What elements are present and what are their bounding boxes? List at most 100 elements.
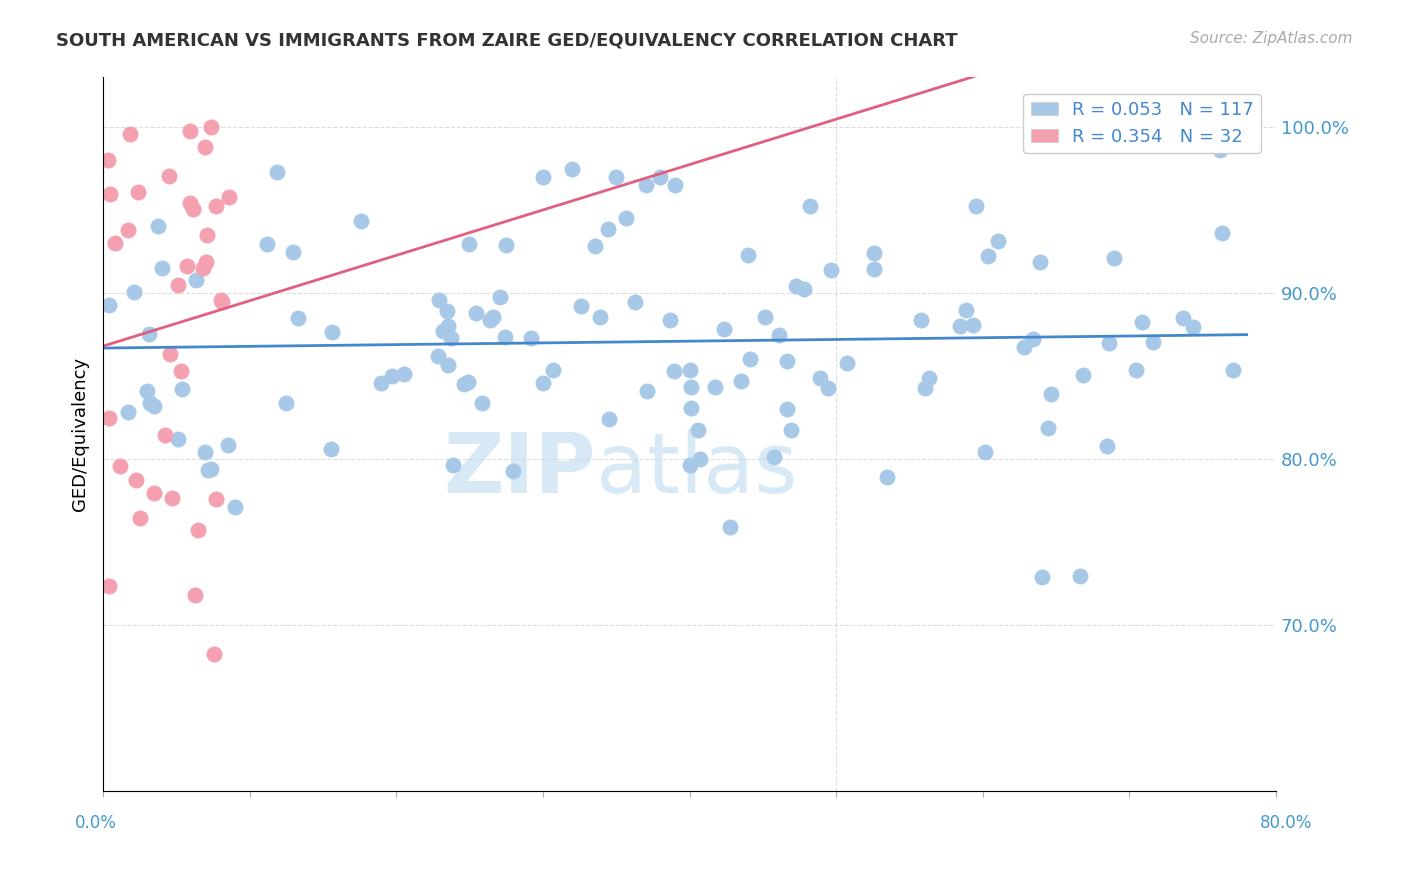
Point	[129, 511, 152, 525]
Point	[143, 486, 166, 500]
Point	[176, 259, 198, 273]
Point	[117, 405, 139, 419]
Point	[762, 450, 785, 464]
Point	[737, 248, 759, 262]
Point	[624, 294, 647, 309]
Text: 80.0%: 80.0%	[1260, 814, 1313, 831]
Point	[1097, 439, 1119, 453]
Point	[153, 427, 176, 442]
Point	[319, 442, 342, 456]
Point	[740, 351, 762, 366]
Point	[1209, 144, 1232, 158]
Point	[1036, 421, 1059, 435]
Point	[127, 185, 149, 199]
Point	[678, 363, 700, 377]
Point	[392, 367, 415, 381]
Point	[118, 128, 141, 142]
Y-axis label: GED/Equivalency: GED/Equivalency	[72, 357, 89, 511]
Point	[437, 318, 460, 333]
Point	[96, 153, 118, 168]
Text: atlas: atlas	[596, 429, 797, 510]
Point	[1182, 319, 1205, 334]
Point	[914, 381, 936, 395]
Text: 0.0%: 0.0%	[75, 814, 117, 831]
Point	[426, 349, 449, 363]
Legend: R = 0.053   N = 117, R = 0.354   N = 32: R = 0.053 N = 117, R = 0.354 N = 32	[1024, 94, 1261, 153]
Point	[659, 313, 682, 327]
Point	[150, 261, 173, 276]
Point	[287, 311, 309, 326]
Point	[1021, 332, 1043, 346]
Point	[218, 189, 240, 203]
Point	[471, 396, 494, 410]
Point	[157, 169, 180, 183]
Point	[679, 458, 702, 473]
Point	[965, 199, 987, 213]
Point	[662, 364, 685, 378]
Point	[614, 211, 637, 225]
Point	[453, 376, 475, 391]
Point	[432, 324, 454, 338]
Point	[1098, 335, 1121, 350]
Point	[820, 263, 842, 277]
Point	[167, 433, 190, 447]
Point	[281, 244, 304, 259]
Point	[350, 213, 373, 227]
Point	[679, 380, 702, 394]
Point	[955, 303, 977, 318]
Point	[494, 330, 516, 344]
Point	[179, 195, 201, 210]
Point	[768, 328, 790, 343]
Point	[489, 290, 512, 304]
Point	[531, 376, 554, 390]
Point	[776, 354, 799, 368]
Point	[194, 445, 217, 459]
Point	[974, 445, 997, 459]
Point	[136, 384, 159, 399]
Point	[162, 491, 184, 505]
Point	[427, 293, 450, 308]
Point	[204, 491, 226, 506]
Point	[561, 161, 583, 176]
Point	[876, 470, 898, 484]
Point	[184, 588, 207, 602]
Point	[808, 371, 831, 385]
Point	[209, 293, 232, 307]
Point	[217, 438, 239, 452]
Point	[205, 199, 228, 213]
Point	[125, 473, 148, 487]
Point	[571, 299, 593, 313]
Point	[918, 371, 941, 385]
Point	[1039, 387, 1062, 401]
Point	[598, 412, 620, 426]
Text: Source: ZipAtlas.com: Source: ZipAtlas.com	[1189, 31, 1353, 46]
Point	[583, 239, 606, 253]
Point	[1069, 569, 1091, 583]
Point	[108, 459, 131, 474]
Point	[98, 579, 121, 593]
Point	[276, 396, 298, 410]
Point	[197, 463, 219, 477]
Point	[704, 380, 727, 394]
Text: ZIP: ZIP	[443, 429, 596, 510]
Point	[910, 313, 932, 327]
Point	[98, 411, 121, 425]
Point	[381, 368, 404, 383]
Point	[437, 358, 460, 372]
Point	[1130, 315, 1153, 329]
Point	[799, 199, 821, 213]
Point	[793, 282, 815, 296]
Point	[200, 120, 222, 135]
Point	[596, 222, 619, 236]
Point	[457, 375, 479, 389]
Point	[817, 381, 839, 395]
Point	[780, 423, 803, 437]
Point	[465, 306, 488, 320]
Point	[167, 278, 190, 293]
Point	[194, 140, 217, 154]
Point	[1211, 227, 1233, 241]
Point	[776, 402, 799, 417]
Point	[785, 278, 807, 293]
Point	[479, 313, 502, 327]
Point	[139, 396, 162, 410]
